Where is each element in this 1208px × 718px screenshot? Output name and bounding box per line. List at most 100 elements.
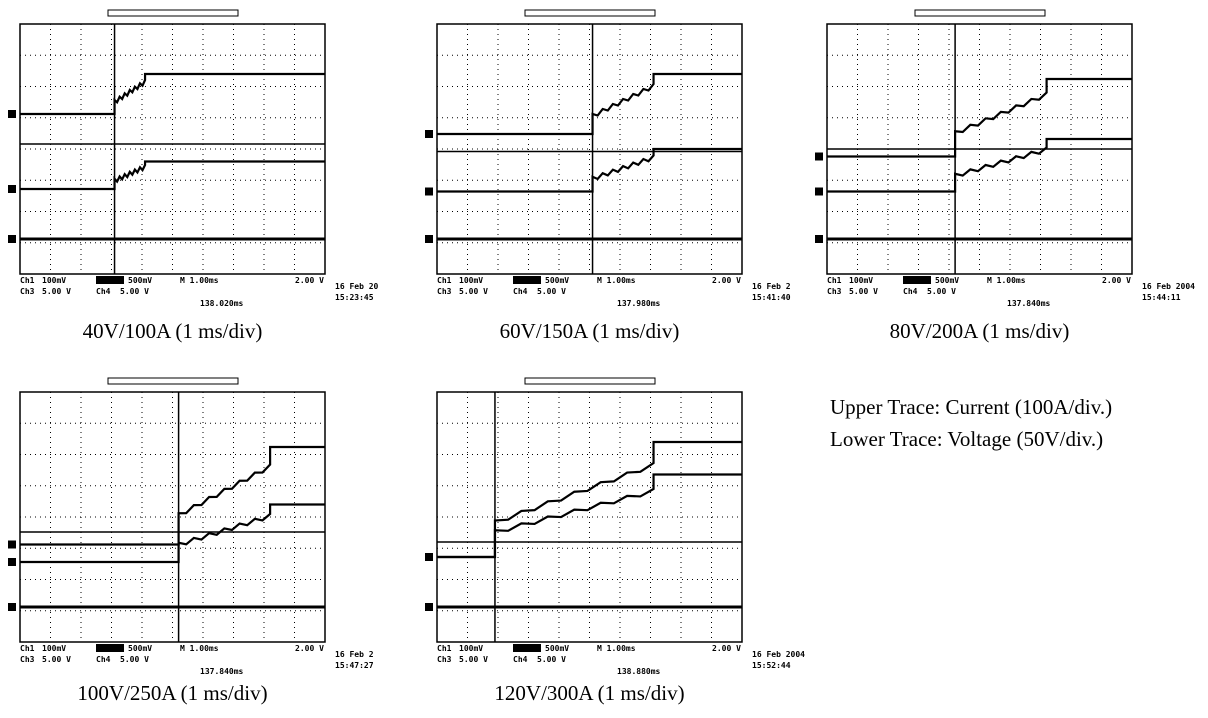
scope-header bbox=[525, 378, 655, 384]
ch2-badge bbox=[513, 276, 541, 284]
ch1-scale: 100mV bbox=[459, 276, 483, 285]
ch2-scale: 500mV bbox=[128, 276, 152, 285]
ch2-badge bbox=[903, 276, 931, 284]
lower-trace bbox=[437, 475, 742, 558]
ch2-badge bbox=[513, 644, 541, 652]
ch4-scale: 5.00 V bbox=[120, 655, 149, 664]
scope-panel: Ch1 100mV 500mV M 1.00ms 2.00 V Ch3 5.00 V Ch4 5… bbox=[425, 378, 805, 705]
scope-panel: Ch1 100mV 500mV M 1.00ms 2.00 V Ch3 5.00 V Ch4 5… bbox=[425, 10, 791, 343]
ch3-label: Ch3 bbox=[20, 655, 35, 664]
caption: 80V/200A (1 ms/div) bbox=[890, 319, 1070, 343]
ch1-label: Ch1 bbox=[20, 276, 35, 285]
channel-marker bbox=[425, 130, 433, 138]
ch3-scale: 5.00 V bbox=[42, 655, 71, 664]
ch1-label: Ch1 bbox=[437, 644, 452, 653]
trigger: 2.00 V bbox=[712, 644, 741, 653]
ch3-label: Ch3 bbox=[437, 655, 452, 664]
ch1-label: Ch1 bbox=[437, 276, 452, 285]
caption: 40V/100A (1 ms/div) bbox=[83, 319, 263, 343]
date: 16 Feb 2004 bbox=[752, 650, 805, 659]
caption: 120V/300A (1 ms/div) bbox=[494, 681, 684, 705]
ch4-label: Ch4 bbox=[96, 287, 111, 296]
ch3-scale: 5.00 V bbox=[849, 287, 878, 296]
caption: 100V/250A (1 ms/div) bbox=[77, 681, 267, 705]
position: 137.840ms bbox=[200, 667, 244, 676]
scope-header bbox=[525, 10, 655, 16]
ch4-scale: 5.00 V bbox=[120, 287, 149, 296]
channel-marker bbox=[8, 185, 16, 193]
ch3-label: Ch3 bbox=[437, 287, 452, 296]
timebase: M 1.00ms bbox=[597, 276, 636, 285]
date: 16 Feb 2 bbox=[335, 650, 374, 659]
time: 15:47:27 bbox=[335, 661, 374, 670]
timebase: M 1.00ms bbox=[987, 276, 1026, 285]
trigger: 2.00 V bbox=[712, 276, 741, 285]
caption: 60V/150A (1 ms/div) bbox=[500, 319, 680, 343]
date: 16 Feb 20 bbox=[335, 282, 379, 291]
position: 138.880ms bbox=[617, 667, 661, 676]
timebase: M 1.00ms bbox=[597, 644, 636, 653]
ch3-label: Ch3 bbox=[827, 287, 842, 296]
ch4-label: Ch4 bbox=[96, 655, 111, 664]
ch1-scale: 100mV bbox=[849, 276, 873, 285]
date: 16 Feb 2004 bbox=[1142, 282, 1195, 291]
scope-panel: Ch1 100mV 500mV M 1.00ms 2.00 V Ch3 5.00 V Ch4 5… bbox=[815, 10, 1195, 343]
ch4-label: Ch4 bbox=[513, 287, 528, 296]
ch1-scale: 100mV bbox=[42, 276, 66, 285]
ch3-label: Ch3 bbox=[20, 287, 35, 296]
trigger: 2.00 V bbox=[295, 644, 324, 653]
ch1-label: Ch1 bbox=[827, 276, 842, 285]
ch4-label: Ch4 bbox=[903, 287, 918, 296]
time: 15:23:45 bbox=[335, 293, 374, 302]
channel-marker bbox=[8, 541, 16, 549]
ch2-scale: 500mV bbox=[545, 644, 569, 653]
channel-marker bbox=[8, 235, 16, 243]
ch2-scale: 500mV bbox=[128, 644, 152, 653]
ch2-badge bbox=[96, 644, 124, 652]
ch1-scale: 100mV bbox=[459, 644, 483, 653]
channel-marker bbox=[8, 558, 16, 566]
ch4-scale: 5.00 V bbox=[927, 287, 956, 296]
time: 15:44:11 bbox=[1142, 293, 1181, 302]
ch4-label: Ch4 bbox=[513, 655, 528, 664]
date: 16 Feb 2 bbox=[752, 282, 791, 291]
ch2-scale: 500mV bbox=[545, 276, 569, 285]
ch3-scale: 5.00 V bbox=[459, 287, 488, 296]
position: 137.840ms bbox=[1007, 299, 1051, 308]
channel-marker bbox=[8, 110, 16, 118]
position: 137.980ms bbox=[617, 299, 661, 308]
ch4-scale: 5.00 V bbox=[537, 655, 566, 664]
scope-header bbox=[915, 10, 1045, 16]
scope-header bbox=[108, 378, 238, 384]
ch3-scale: 5.00 V bbox=[42, 287, 71, 296]
channel-marker bbox=[425, 188, 433, 196]
ch2-scale: 500mV bbox=[935, 276, 959, 285]
position: 138.020ms bbox=[200, 299, 244, 308]
scope-header bbox=[108, 10, 238, 16]
timebase: M 1.00ms bbox=[180, 276, 219, 285]
lower-trace bbox=[827, 139, 1132, 192]
lower-trace bbox=[437, 149, 742, 192]
scope-panel: Ch1 100mV 500mV M 1.00ms 2.00 V Ch3 5.00 V Ch4 5… bbox=[8, 378, 374, 705]
channel-marker bbox=[815, 153, 823, 161]
scope-panel: Ch1 100mV 500mV M 1.00ms 2.00 V Ch3 5.00 V Ch4 5… bbox=[8, 10, 379, 343]
ch4-scale: 5.00 V bbox=[537, 287, 566, 296]
upper-trace bbox=[20, 447, 325, 545]
ch2-badge bbox=[96, 276, 124, 284]
time: 15:52:44 bbox=[752, 661, 791, 670]
time: 15:41:40 bbox=[752, 293, 791, 302]
ch1-label: Ch1 bbox=[20, 644, 35, 653]
ch3-scale: 5.00 V bbox=[459, 655, 488, 664]
legend-lower: Lower Trace: Voltage (50V/div.) bbox=[830, 427, 1103, 451]
figure: Upper Trace: Current (100A/div.) Lower T… bbox=[0, 0, 1208, 718]
ch1-scale: 100mV bbox=[42, 644, 66, 653]
timebase: M 1.00ms bbox=[180, 644, 219, 653]
trigger: 2.00 V bbox=[1102, 276, 1131, 285]
channel-marker bbox=[425, 235, 433, 243]
legend-upper: Upper Trace: Current (100A/div.) bbox=[830, 395, 1112, 419]
trigger: 2.00 V bbox=[295, 276, 324, 285]
lower-trace bbox=[20, 505, 325, 563]
channel-marker bbox=[425, 553, 433, 561]
channel-marker bbox=[815, 235, 823, 243]
channel-marker bbox=[815, 188, 823, 196]
